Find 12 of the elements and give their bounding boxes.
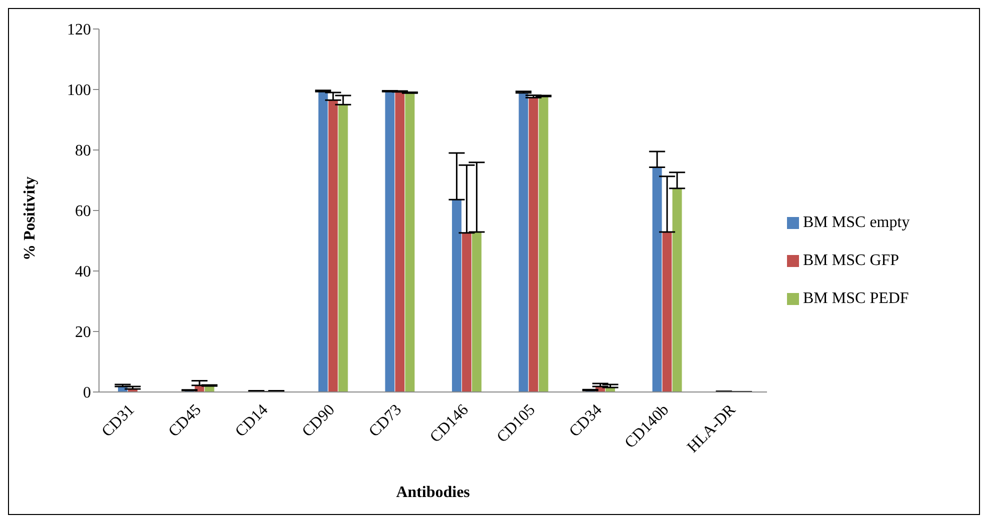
legend-label: BM MSC GFP [803,252,900,268]
y-tick-label: 100 [67,82,91,100]
legend-label: BM MSC empty [803,214,910,230]
y-tick-label: 80 [75,142,91,160]
y-tick-label: 20 [75,324,91,342]
legend-label: BM MSC PEDF [803,290,909,306]
y-tick-label: 120 [67,22,91,39]
y-tick-label: 0 [83,384,91,402]
y-axis-title: % Positivity [22,176,39,260]
y-tick-label: 40 [75,264,91,281]
y-tick-label: 60 [75,203,91,220]
x-axis-title: Antibodies [396,484,470,501]
